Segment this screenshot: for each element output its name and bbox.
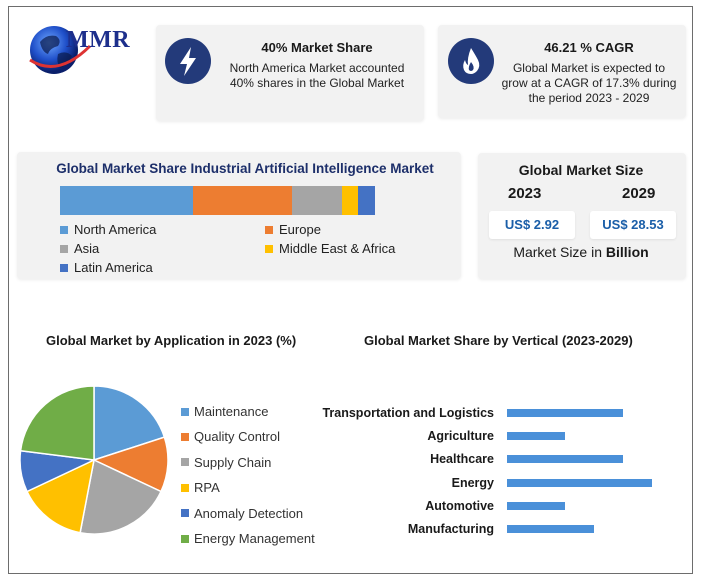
pie-legend-item: Maintenance [181, 404, 268, 419]
vertical-bar-label: Automotive [425, 498, 494, 513]
vertical-bar-label: Transportation and Logistics [322, 406, 494, 420]
unit-note-unit: Billion [605, 244, 649, 260]
globe-icon [29, 26, 92, 74]
legend-label: Asia [74, 241, 100, 256]
stacked-bar-segment-latin-america [358, 186, 375, 215]
pie-legend-label: Anomaly Detection [194, 505, 304, 521]
pie-slice-energy-management [19, 385, 95, 461]
pie-legend-swatch [181, 407, 189, 416]
infographic-frame [8, 6, 693, 574]
vertical-bar-label: Energy [451, 475, 494, 490]
cagr-stat-title: 46.21 % CAGR [544, 40, 634, 55]
vertical-bar-label: Healthcare [430, 452, 494, 467]
lightning-bolt-icon [165, 38, 211, 84]
pie-slice-maintenance [93, 385, 166, 462]
unit-note-prefix: Market Size in [513, 244, 606, 260]
legend-swatch [60, 225, 68, 234]
legend-item-north-america: North America [60, 222, 156, 237]
regional-stacked-bar [60, 186, 375, 215]
cagr-stat-line-3: the period 2023 - 2029 [528, 91, 650, 105]
cagr-stat-line-1: Global Market is expected to [512, 61, 666, 75]
market-share-stat-line-2: 40% shares in the Global Market [229, 76, 405, 90]
legend-label: Middle East & Africa [279, 241, 396, 256]
legend-swatch [265, 244, 273, 253]
market-size-title: Global Market Size [518, 162, 644, 178]
legend-label: Europe [279, 222, 321, 237]
legend-label: North America [74, 222, 157, 237]
pie-legend-item: Energy Management [181, 531, 315, 546]
vertical-bar-energy [507, 478, 652, 487]
market-share-stat-line-1: North America Market accounted [229, 61, 405, 75]
pie-legend-item: Supply Chain [181, 455, 271, 470]
year-end: 2029 [622, 185, 656, 202]
stacked-bar-segment-middle-east-africa [341, 186, 359, 215]
vertical-chart-title: Global Market Share by Vertical (2023-20… [364, 333, 633, 348]
vertical-bar-label: Manufacturing [407, 522, 494, 536]
market-size-2029-value: US$ 28.53 [590, 211, 676, 239]
pie-slice-supply-chain [79, 458, 162, 535]
pie-legend-item: Anomaly Detection [181, 506, 303, 521]
flame-icon [448, 38, 494, 84]
application-pie-chart [19, 385, 169, 535]
legend-item-middle-east-africa: Middle East & Africa [265, 241, 395, 256]
legend-swatch [60, 244, 68, 253]
legend-item-europe: Europe [265, 222, 321, 237]
pie-legend-label: RPA [194, 480, 220, 496]
pie-legend-label: Maintenance [194, 404, 269, 419]
vertical-bar-agriculture [507, 432, 565, 441]
pie-legend-label: Quality Control [194, 429, 280, 445]
vertical-bar-transportation-and-logistics [507, 409, 623, 417]
pie-slice-rpa [26, 458, 96, 534]
pie-legend-label: Energy Management [194, 531, 315, 546]
pie-legend-swatch [181, 509, 189, 518]
stacked-bar-segment-north-america [60, 186, 193, 215]
stacked-bar-segment-europe [192, 186, 293, 215]
cagr-stat-line-2: grow at a CAGR of 17.3% during [501, 76, 677, 90]
pie-legend-swatch [181, 534, 189, 543]
market-size-unit-note: Market Size in Billion [478, 244, 684, 260]
legend-swatch [60, 263, 68, 272]
regional-share-card [17, 152, 461, 279]
legend-item-latin-america: Latin America [60, 260, 153, 275]
vertical-bar-automotive [507, 501, 565, 510]
market-share-stat-title: 40% Market Share [261, 40, 373, 55]
market-size-2023-value: US$ 2.92 [489, 211, 575, 239]
stacked-bar-segment-asia [292, 186, 342, 215]
regional-share-chart-title: Global Market Share Industrial Artificia… [56, 161, 434, 176]
vertical-bar-label: Agriculture [427, 429, 494, 444]
vertical-bar-healthcare [507, 455, 623, 464]
logo-text: MMR [66, 27, 131, 53]
vertical-bar-manufacturing [507, 525, 594, 533]
pie-legend-item: RPA [181, 480, 220, 495]
pie-legend-item: Quality Control [181, 429, 280, 444]
pie-legend-swatch [181, 458, 189, 467]
pie-legend-swatch [181, 483, 189, 492]
application-chart-title: Global Market by Application in 2023 (%) [46, 333, 297, 348]
pie-legend-swatch [181, 432, 189, 441]
legend-label: Latin America [74, 260, 153, 275]
legend-item-asia: Asia [60, 241, 99, 256]
pie-legend-label: Supply Chain [194, 454, 272, 470]
legend-swatch [265, 225, 273, 234]
year-start: 2023 [508, 185, 542, 202]
